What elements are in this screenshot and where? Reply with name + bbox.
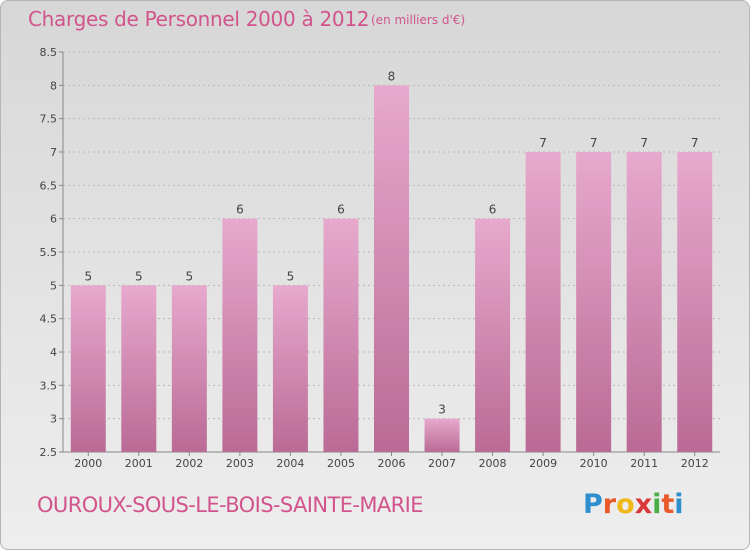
bar bbox=[323, 218, 359, 452]
x-tick-label: 2003 bbox=[226, 457, 254, 470]
bar-value-label: 7 bbox=[691, 136, 699, 150]
y-tick-label: 6 bbox=[50, 213, 57, 226]
y-tick-label: 3.5 bbox=[40, 379, 58, 392]
bar bbox=[677, 152, 713, 452]
y-tick-label: 4 bbox=[50, 346, 57, 359]
x-tick-label: 2012 bbox=[681, 457, 709, 470]
commune-name: OUROUX-SOUS-LE-BOIS-SAINTE-MARIE bbox=[37, 493, 424, 517]
bar-value-label: 7 bbox=[590, 136, 598, 150]
y-tick-label: 7.5 bbox=[40, 113, 58, 126]
chart-title: Charges de Personnel 2000 à 2012 bbox=[28, 7, 370, 31]
logo-letter: i bbox=[652, 489, 662, 520]
x-tick-label: 2010 bbox=[580, 457, 608, 470]
logo-letter: x bbox=[634, 489, 653, 520]
bar-value-label: 5 bbox=[287, 269, 295, 283]
logo-letter: o bbox=[616, 489, 635, 520]
y-tick-label: 5.5 bbox=[40, 246, 58, 259]
y-tick-label: 2.5 bbox=[40, 446, 58, 459]
x-tick-label: 2002 bbox=[175, 457, 203, 470]
x-tick-label: 2007 bbox=[428, 457, 456, 470]
x-tick-label: 2005 bbox=[327, 457, 355, 470]
x-tick-label: 2000 bbox=[74, 457, 102, 470]
y-tick-label: 4.5 bbox=[40, 313, 58, 326]
bar-value-label: 5 bbox=[84, 269, 92, 283]
x-tick-label: 2011 bbox=[630, 457, 658, 470]
bar bbox=[70, 285, 106, 452]
bar-value-label: 6 bbox=[236, 203, 244, 217]
bar-value-label: 7 bbox=[640, 136, 648, 150]
y-tick-label: 3 bbox=[50, 413, 57, 426]
bar bbox=[272, 285, 308, 452]
bar-value-label: 7 bbox=[539, 136, 547, 150]
logo-letter: P bbox=[583, 489, 603, 520]
bar bbox=[121, 285, 157, 452]
x-tick-label: 2006 bbox=[378, 457, 406, 470]
bar-value-label: 6 bbox=[489, 203, 497, 217]
bar-value-label: 5 bbox=[135, 269, 143, 283]
y-tick-label: 6.5 bbox=[40, 179, 58, 192]
y-tick-label: 8.5 bbox=[40, 46, 58, 59]
bar bbox=[171, 285, 207, 452]
bar-value-label: 8 bbox=[388, 69, 396, 83]
bar-value-label: 3 bbox=[438, 403, 446, 417]
logo-letter: t bbox=[661, 489, 675, 520]
bar bbox=[576, 152, 612, 452]
y-tick-label: 5 bbox=[50, 279, 57, 292]
bar-value-label: 5 bbox=[186, 269, 194, 283]
y-tick-label: 8 bbox=[50, 79, 57, 92]
bar bbox=[222, 218, 258, 452]
logo-letter: r bbox=[602, 489, 617, 520]
bar-value-label: 6 bbox=[337, 203, 345, 217]
bar bbox=[374, 85, 409, 452]
x-tick-label: 2001 bbox=[125, 457, 153, 470]
x-tick-label: 2004 bbox=[276, 457, 304, 470]
x-tick-label: 2008 bbox=[479, 457, 507, 470]
x-tick-label: 2009 bbox=[529, 457, 557, 470]
bar bbox=[626, 152, 662, 452]
proxiti-logo: Proxiti bbox=[583, 489, 684, 520]
logo-letter: i bbox=[674, 489, 684, 520]
bar bbox=[475, 218, 511, 452]
bar bbox=[525, 152, 561, 452]
chart-subtitle: (en milliers d'€) bbox=[371, 13, 466, 27]
bar bbox=[424, 418, 460, 452]
y-tick-label: 7 bbox=[50, 146, 57, 159]
